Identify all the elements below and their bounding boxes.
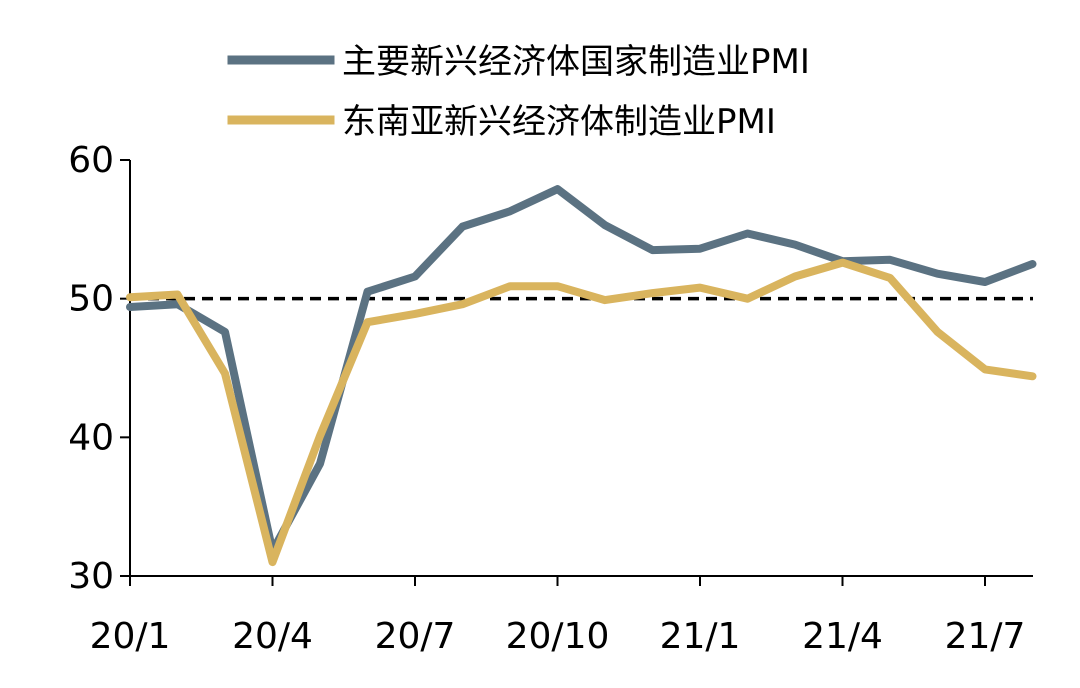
x-tick-label-20/1: 20/1	[90, 616, 171, 657]
plot-series	[126, 185, 1037, 567]
x-tick-label-21/4: 21/4	[802, 616, 883, 657]
legend-item-series-0: 主要新兴经济体国家制造业PMI	[227, 42, 810, 82]
legend-label-series-0: 主要新兴经济体国家制造业PMI	[342, 42, 810, 82]
series-line-0	[126, 185, 1037, 555]
legend-item-series-1: 东南亚新兴经济体制造业PMI	[227, 102, 776, 142]
x-tick-label-20/10: 20/10	[506, 616, 610, 657]
x-axis: 20/1 20/4 20/7 20/10 21/1 21/4 21/7	[90, 575, 1033, 657]
y-tick-label-40: 40	[68, 417, 114, 458]
x-tick-label-20/4: 20/4	[232, 616, 313, 657]
y-tick-label-60: 60	[68, 140, 114, 181]
legend-label-series-1: 东南亚新兴经济体制造业PMI	[342, 102, 776, 142]
series-line-1	[126, 258, 1037, 567]
y-tick-label-50: 50	[68, 279, 114, 320]
x-tick-label-20/7: 20/7	[375, 616, 456, 657]
x-tick-label-21/7: 21/7	[945, 616, 1026, 657]
y-tick-label-30: 30	[68, 556, 114, 597]
x-tick-label-21/1: 21/1	[660, 616, 741, 657]
legend: 主要新兴经济体国家制造业PMI 东南亚新兴经济体制造业PMI	[227, 42, 810, 142]
y-axis: 30 40 50 60	[68, 140, 131, 597]
